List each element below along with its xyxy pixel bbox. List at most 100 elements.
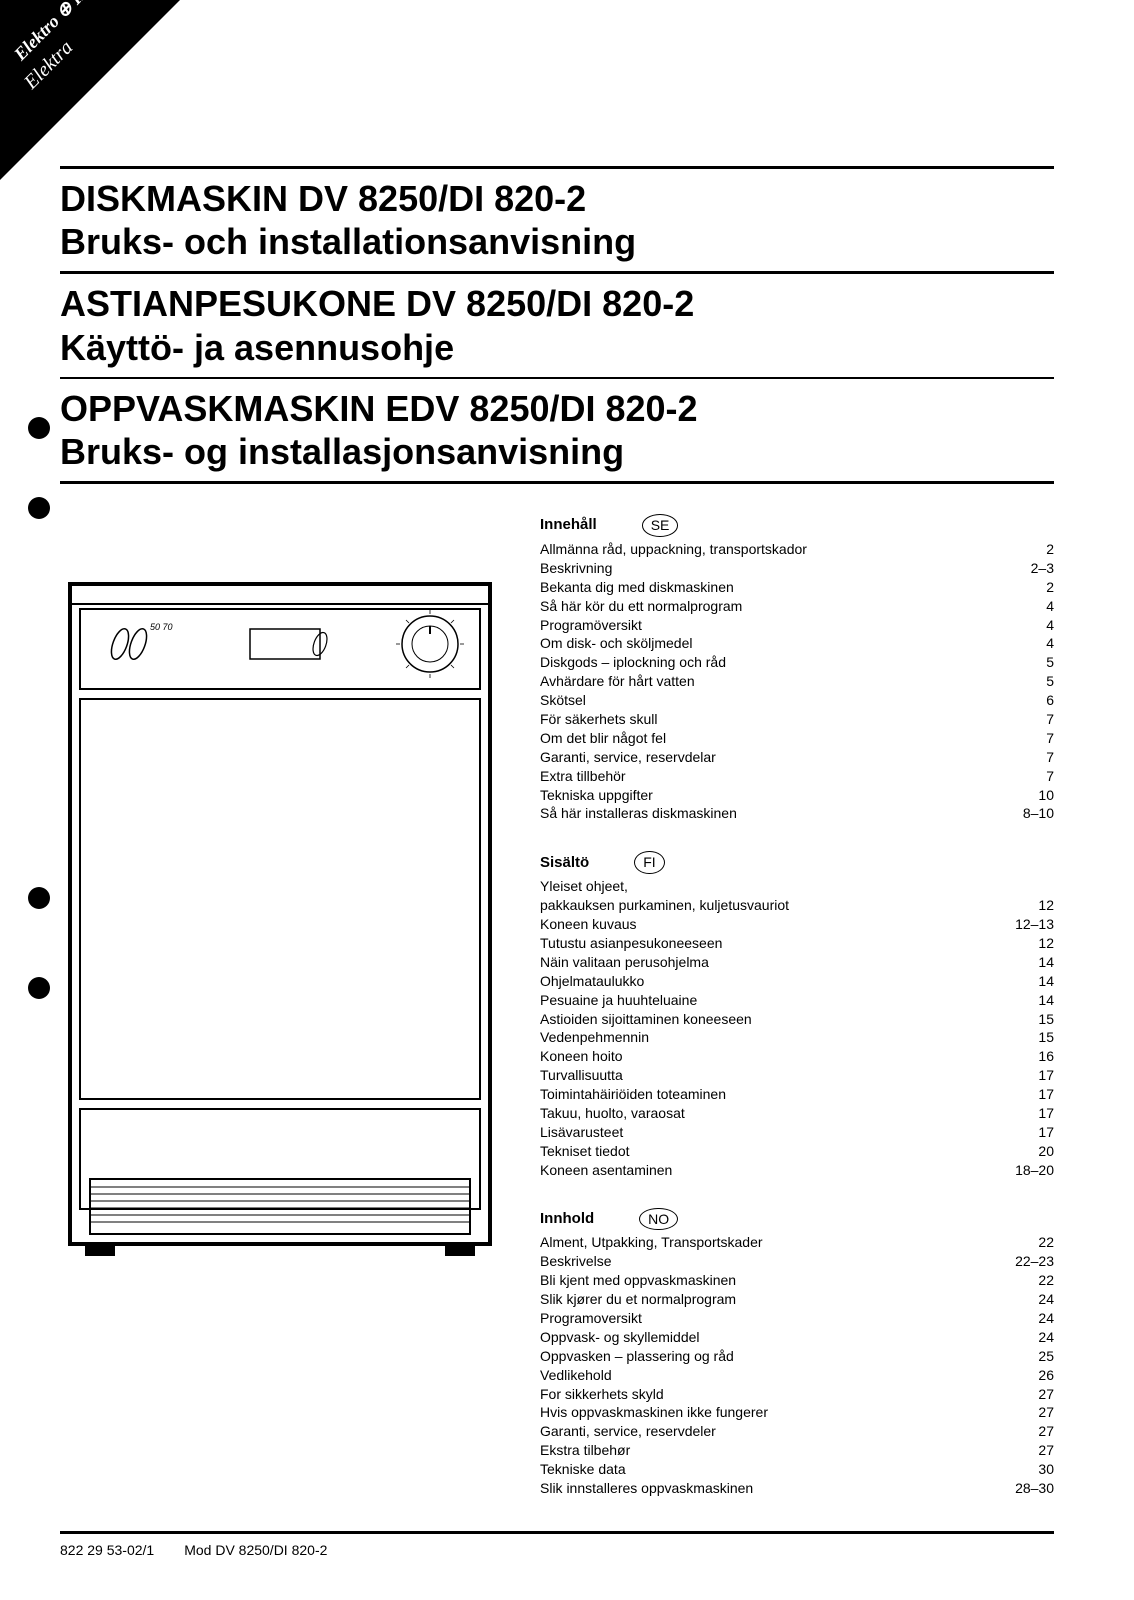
toc-label: Allmänna råd, uppackning, transportskado… — [540, 540, 996, 559]
toc-label: Alment, Utpakking, Transportskader — [540, 1233, 996, 1252]
svg-text:50 70: 50 70 — [150, 622, 173, 632]
toc-row: Om det blir något fel 7 — [540, 729, 1054, 748]
punch-hole — [28, 417, 50, 439]
toc-page: 16 — [1008, 1047, 1054, 1066]
toc-page: 15 — [1008, 1010, 1054, 1029]
toc-section-no: Innhold NO Alment, Utpakking, Transportska… — [540, 1208, 1054, 1498]
title-no-line2: Bruks- og installasjonsanvisning — [60, 431, 624, 472]
toc-row: Yleiset ohjeet, — [540, 877, 1054, 896]
toc-row: Extra tillbehör 7 — [540, 767, 1054, 786]
toc-row: Ekstra tilbehør27 — [540, 1441, 1054, 1460]
rule — [60, 1531, 1054, 1534]
toc-page: 27 — [1008, 1385, 1054, 1404]
toc-label: Näin valitaan perusohjelma — [540, 953, 996, 972]
toc-row: Skötsel6 — [540, 691, 1054, 710]
toc-page: 22 — [1008, 1271, 1054, 1290]
language-badge: FI — [634, 851, 664, 874]
toc-row: Turvallisuutta17 — [540, 1066, 1054, 1085]
toc-label: Bli kjent med oppvaskmaskinen — [540, 1271, 996, 1290]
toc-page: 7 — [1008, 729, 1054, 748]
toc-page: 6 — [1008, 691, 1054, 710]
title-block: DISKMASKIN DV 8250/DI 820-2 Bruks- och i… — [60, 166, 1054, 484]
dishwasher-illustration: 50 70 — [60, 574, 500, 1274]
toc-row: Tekniska uppgifter10 — [540, 786, 1054, 805]
toc-row: Så här installeras diskmaskinen8–10 — [540, 804, 1054, 823]
toc-page: 7 — [1008, 767, 1054, 786]
footer-model: Mod DV 8250/DI 820-2 — [184, 1542, 327, 1558]
toc-row: Vedlikehold 26 — [540, 1366, 1054, 1385]
toc-page: 17 — [1008, 1104, 1054, 1123]
toc-page: 10 — [1008, 786, 1054, 805]
title-se-line1: DISKMASKIN DV 8250/DI 820-2 — [60, 178, 586, 219]
language-badge: NO — [639, 1208, 678, 1231]
toc-page: 20 — [1008, 1142, 1054, 1161]
toc-label: Extra tillbehör — [540, 767, 996, 786]
toc-row: För säkerhets skull7 — [540, 710, 1054, 729]
rule — [60, 271, 1054, 274]
toc-row: Diskgods – iplockning och råd5 — [540, 653, 1054, 672]
toc-row: Avhärdare för hårt vatten 5 — [540, 672, 1054, 691]
toc-label: Bekanta dig med diskmaskinen — [540, 578, 996, 597]
toc-label: Tekniset tiedot — [540, 1142, 996, 1161]
toc-label: Oppvask- og skyllemiddel — [540, 1328, 996, 1347]
toc-page: 25 — [1008, 1347, 1054, 1366]
punch-hole — [28, 887, 50, 909]
footer-doc-number: 822 29 53-02/1 — [60, 1542, 154, 1558]
toc-label: Ekstra tilbehør — [540, 1441, 996, 1460]
toc-label: Avhärdare för hårt vatten — [540, 672, 996, 691]
title-se: DISKMASKIN DV 8250/DI 820-2 Bruks- och i… — [60, 177, 1054, 263]
toc-page: 5 — [1008, 672, 1054, 691]
toc-row: Allmänna råd, uppackning, transportskado… — [540, 540, 1054, 559]
toc-row: Garanti, service, reservdeler27 — [540, 1422, 1054, 1441]
toc-row: Om disk- och sköljmedel4 — [540, 634, 1054, 653]
toc-heading: Innehåll — [540, 515, 597, 535]
toc-page: 7 — [1008, 748, 1054, 767]
toc-page: 12 — [1008, 896, 1054, 915]
toc-column: Innehåll SE Allmänna råd, uppackning, tran… — [540, 514, 1054, 1526]
toc-row: Ohjelmataulukko14 — [540, 972, 1054, 991]
corner-triangle — [0, 0, 180, 180]
toc-row: Oppvasken – plassering og råd25 — [540, 1347, 1054, 1366]
toc-label: Turvallisuutta — [540, 1066, 996, 1085]
toc-row: Tutustu asianpesukoneeseen12 — [540, 934, 1054, 953]
toc-row: Alment, Utpakking, Transportskader22 — [540, 1233, 1054, 1252]
rule — [60, 166, 1054, 169]
toc-label: Tutustu asianpesukoneeseen — [540, 934, 996, 953]
toc-label: Koneen hoito — [540, 1047, 996, 1066]
toc-page: 22–23 — [1008, 1252, 1054, 1271]
toc-label: Lisävarusteet — [540, 1123, 996, 1142]
toc-heading: Innhold — [540, 1209, 594, 1229]
toc-row: Hvis oppvaskmaskinen ikke fungerer27 — [540, 1403, 1054, 1422]
toc-page: 26 — [1008, 1366, 1054, 1385]
toc-page: 14 — [1008, 953, 1054, 972]
toc-page: 4 — [1008, 597, 1054, 616]
toc-page: 17 — [1008, 1123, 1054, 1142]
toc-label: Koneen kuvaus — [540, 915, 996, 934]
toc-page: 12–13 — [1008, 915, 1054, 934]
toc-label: Programöversikt — [540, 616, 996, 635]
toc-row: Pesuaine ja huuhteluaine14 — [540, 991, 1054, 1010]
toc-label: Beskrivning — [540, 559, 996, 578]
toc-label: Tekniske data — [540, 1460, 996, 1479]
language-badge: SE — [642, 514, 679, 537]
toc-row: Bli kjent med oppvaskmaskinen 22 — [540, 1271, 1054, 1290]
toc-label: Slik innstalleres oppvaskmaskinen — [540, 1479, 996, 1498]
toc-row: Tekniset tiedot 20 — [540, 1142, 1054, 1161]
toc-label: Vedlikehold — [540, 1366, 996, 1385]
toc-row: Koneen kuvaus 12–13 — [540, 915, 1054, 934]
illustration-column: 50 70 — [60, 514, 500, 1526]
toc-section-se: Innehåll SE Allmänna råd, uppackning, tran… — [540, 514, 1054, 823]
toc-page: 2 — [1008, 540, 1054, 559]
title-no-line1: OPPVASKMASKIN EDV 8250/DI 820-2 — [60, 388, 698, 429]
toc-page: 30 — [1008, 1460, 1054, 1479]
toc-page — [1008, 877, 1054, 896]
toc-label: För säkerhets skull — [540, 710, 996, 729]
toc-label: Om det blir något fel — [540, 729, 996, 748]
toc-label: Slik kjører du et normalprogram — [540, 1290, 996, 1309]
toc-row: Koneen hoito 16 — [540, 1047, 1054, 1066]
toc-label: Så här kör du ett normalprogram — [540, 597, 996, 616]
toc-page: 24 — [1008, 1290, 1054, 1309]
toc-row: Bekanta dig med diskmaskinen2 — [540, 578, 1054, 597]
toc-page: 8–10 — [1008, 804, 1054, 823]
toc-row: Astioiden sijoittaminen koneeseen15 — [540, 1010, 1054, 1029]
